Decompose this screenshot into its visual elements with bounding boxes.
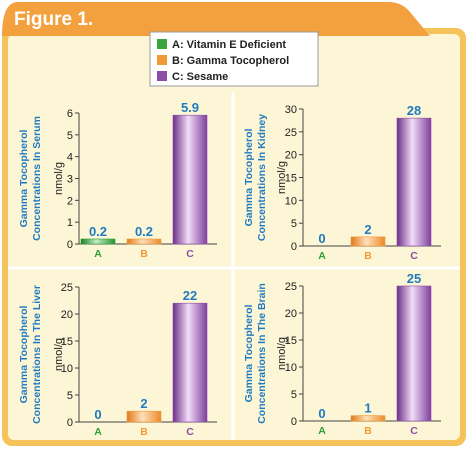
legend-box bbox=[149, 31, 319, 87]
value-label-serum-b: 0.2 bbox=[135, 224, 153, 239]
bar-liver-c bbox=[172, 302, 208, 423]
bar-brain-b bbox=[350, 415, 386, 422]
category-label-liver-c: C bbox=[186, 426, 194, 438]
legend-swatch-c bbox=[157, 71, 167, 81]
category-label-brain-a: A bbox=[318, 425, 326, 437]
category-label-kidney-c: C bbox=[410, 250, 418, 262]
y-tick-label-kidney: 5 bbox=[291, 218, 297, 230]
y-tick-label-serum: 0 bbox=[67, 239, 73, 251]
bar-serum-b bbox=[126, 238, 162, 245]
y-tick-label-brain: 25 bbox=[285, 281, 297, 293]
figure-title-tab bbox=[2, 2, 430, 36]
category-label-brain-b: B bbox=[364, 425, 372, 437]
y-tick-label-kidney: 25 bbox=[285, 127, 297, 139]
y-axis-label-kidney: nmol/g bbox=[276, 161, 288, 194]
y-tick-label-serum: 1 bbox=[67, 217, 73, 229]
chart-title-serum: Gamma TocopherolConcentrations In Serum bbox=[18, 116, 43, 241]
value-label-liver-c: 22 bbox=[183, 288, 197, 303]
value-label-kidney-c: 28 bbox=[407, 103, 421, 118]
chart-title-liver: Gamma TocopherolConcentrations In The Li… bbox=[18, 285, 43, 424]
legend-label-b: B: Gamma Tocopherol bbox=[172, 55, 289, 67]
legend-label-a: A: Vitamin E Deficient bbox=[172, 39, 286, 51]
y-tick-label-serum: 4 bbox=[67, 152, 73, 164]
value-label-serum-a: 0.2 bbox=[89, 224, 107, 239]
category-label-kidney-b: B bbox=[364, 250, 372, 262]
bar-kidney-b bbox=[350, 236, 386, 247]
y-tick-label-kidney: 0 bbox=[291, 241, 297, 253]
value-label-brain-b: 1 bbox=[364, 401, 371, 416]
y-tick-label-serum: 6 bbox=[67, 108, 73, 120]
y-tick-label-kidney: 30 bbox=[285, 104, 297, 116]
bar-brain-c bbox=[396, 285, 432, 422]
y-tick-label-kidney: 10 bbox=[285, 195, 297, 207]
y-tick-label-kidney: 15 bbox=[285, 173, 297, 185]
y-tick-label-liver: 5 bbox=[67, 390, 73, 402]
y-tick-label-serum: 5 bbox=[67, 130, 73, 142]
y-axis-label-brain: nmol/g bbox=[276, 337, 288, 370]
y-tick-label-brain: 20 bbox=[285, 308, 297, 320]
bar-liver-b bbox=[126, 410, 162, 423]
y-tick-label-liver: 0 bbox=[67, 417, 73, 429]
value-label-kidney-a: 0 bbox=[318, 231, 325, 246]
y-tick-label-serum: 2 bbox=[67, 195, 73, 207]
legend-label-c: C: Sesame bbox=[172, 71, 228, 83]
legend-swatch-b bbox=[157, 55, 167, 65]
y-tick-label-brain: 0 bbox=[291, 416, 297, 428]
y-tick-label-liver: 20 bbox=[61, 309, 73, 321]
y-tick-label-kidney: 20 bbox=[285, 150, 297, 162]
y-axis-label-serum: nmol/g bbox=[53, 162, 65, 195]
category-label-brain-c: C bbox=[410, 425, 418, 437]
value-label-liver-b: 2 bbox=[140, 396, 147, 411]
y-tick-label-liver: 10 bbox=[61, 363, 73, 375]
legend-swatch-a bbox=[157, 39, 167, 49]
category-label-serum-a: A bbox=[94, 248, 102, 260]
y-tick-label-brain: 10 bbox=[285, 362, 297, 374]
category-label-kidney-a: A bbox=[318, 250, 326, 262]
value-label-brain-c: 25 bbox=[407, 271, 421, 286]
bar-kidney-c bbox=[396, 117, 432, 247]
value-label-serum-c: 5.9 bbox=[181, 100, 199, 115]
y-tick-label-brain: 15 bbox=[285, 335, 297, 347]
value-label-kidney-b: 2 bbox=[364, 222, 371, 237]
category-label-liver-a: A bbox=[94, 426, 102, 438]
value-label-brain-a: 0 bbox=[318, 406, 325, 421]
y-tick-label-liver: 15 bbox=[61, 336, 73, 348]
figure-title: Figure 1. bbox=[14, 9, 93, 30]
category-label-serum-b: B bbox=[140, 248, 148, 260]
y-tick-label-brain: 5 bbox=[291, 389, 297, 401]
chart-title-brain: Gamma TocopherolConcentrations In The Br… bbox=[243, 283, 268, 424]
bar-serum-c bbox=[172, 114, 208, 245]
category-label-liver-b: B bbox=[140, 426, 148, 438]
y-axis-label-liver: nmol/g bbox=[53, 338, 65, 371]
value-label-liver-a: 0 bbox=[94, 407, 101, 422]
y-tick-label-liver: 25 bbox=[61, 282, 73, 294]
y-tick-label-serum: 3 bbox=[67, 174, 73, 186]
bar-serum-a bbox=[80, 238, 116, 245]
charts-group: Gamma TocopherolConcentrations In Serum n… bbox=[18, 100, 441, 438]
chart-title-kidney: Gamma TocopherolConcentrations In Kidney bbox=[243, 114, 268, 241]
category-label-serum-c: C bbox=[186, 248, 194, 260]
